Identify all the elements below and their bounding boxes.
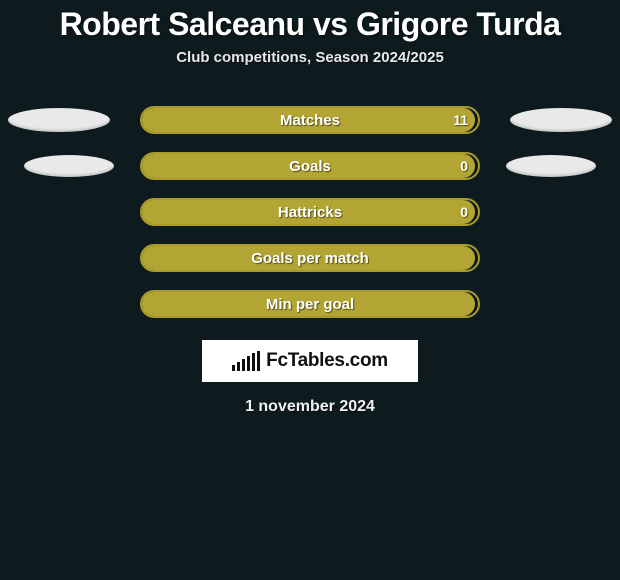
stat-bar: Matches11: [140, 106, 480, 134]
ellipse-left: [24, 155, 114, 177]
page-title: Robert Salceanu vs Grigore Turda: [60, 6, 561, 43]
brand-bar: [247, 356, 250, 371]
player1-name: Robert Salceanu: [60, 6, 305, 42]
stat-row: Matches11: [0, 106, 620, 134]
stat-row: Hattricks0: [0, 198, 620, 226]
subtitle: Club competitions, Season 2024/2025: [176, 49, 444, 66]
bar-fill: [142, 246, 475, 270]
stat-bar: Min per goal: [140, 290, 480, 318]
ellipse-right: [506, 155, 596, 177]
ellipse-right: [510, 108, 612, 132]
brand-text: FcTables.com: [266, 350, 388, 372]
vs-text: vs: [313, 6, 348, 42]
brand-bar: [237, 362, 240, 371]
stats-rows: Matches11 Goals0 Hattricks0 Goals per match…: [0, 106, 620, 318]
stat-row: Min per goal: [0, 290, 620, 318]
brand-bar: [242, 359, 245, 371]
bar-fill: [142, 200, 475, 224]
stat-bar: Hattricks0: [140, 198, 480, 226]
stat-row: Goals0: [0, 152, 620, 180]
brand-bars-icon: [232, 351, 260, 371]
bar-fill: [142, 108, 475, 132]
brand-bar: [232, 365, 235, 371]
bar-fill: [142, 292, 475, 316]
brand-bar: [257, 351, 260, 371]
stat-bar: Goals0: [140, 152, 480, 180]
date-text: 1 november 2024: [245, 398, 375, 416]
ellipse-left: [8, 108, 110, 132]
stat-row: Goals per match: [0, 244, 620, 272]
brand-bar: [252, 353, 255, 371]
brand-box: FcTables.com: [202, 340, 418, 382]
bar-fill: [142, 154, 475, 178]
stat-bar: Goals per match: [140, 244, 480, 272]
player2-name: Grigore Turda: [356, 6, 560, 42]
comparison-card: Robert Salceanu vs Grigore Turda Club co…: [0, 0, 620, 416]
